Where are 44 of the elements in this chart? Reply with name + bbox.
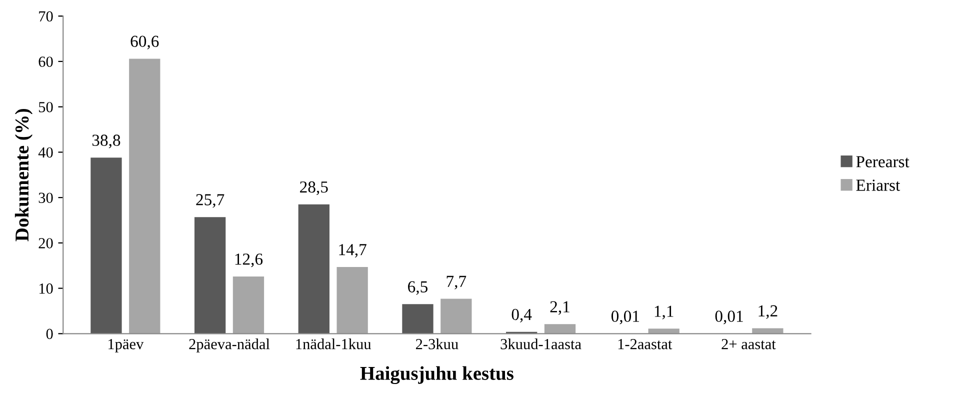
data-label: 6,5 bbox=[408, 281, 428, 295]
x-tick-label: 2-3kuu bbox=[416, 338, 458, 350]
legend-label: Eriarst bbox=[856, 180, 900, 191]
bar bbox=[194, 217, 226, 334]
y-axis-title: Dokumente (%) bbox=[14, 109, 33, 242]
y-tick-label: 60 bbox=[38, 56, 53, 67]
bar bbox=[440, 298, 472, 334]
x-tick-label: 2päeva-nädal bbox=[189, 338, 270, 352]
bar bbox=[402, 304, 434, 334]
bar bbox=[336, 266, 368, 334]
bar bbox=[298, 204, 330, 334]
bar bbox=[232, 276, 264, 334]
bar bbox=[129, 58, 160, 334]
x-tick-label: 2+ aastat bbox=[722, 339, 776, 350]
x-axis-title: Haigusjuhu kestus bbox=[360, 366, 514, 384]
y-tick-label: 70 bbox=[39, 11, 53, 22]
data-label: 38,8 bbox=[92, 134, 120, 148]
data-label: 0,01 bbox=[715, 310, 743, 324]
bar bbox=[648, 328, 680, 334]
y-tick-label: 30 bbox=[38, 192, 53, 204]
y-tick-label: 40 bbox=[38, 147, 53, 158]
x-tick-label: 1-2aastat bbox=[618, 339, 672, 350]
bar bbox=[544, 324, 576, 334]
x-tick-label: 1nädal-1kuu bbox=[296, 338, 372, 350]
data-label: 2,1 bbox=[550, 301, 570, 315]
data-label: 25,7 bbox=[196, 194, 224, 208]
x-tick-label: 3kuud-1aasta bbox=[500, 338, 582, 350]
data-label: 60,6 bbox=[130, 36, 159, 50]
data-label: 14,7 bbox=[339, 244, 366, 258]
data-label: 7,7 bbox=[446, 276, 466, 290]
bar bbox=[90, 158, 122, 334]
x-tick-label: 1päev bbox=[108, 339, 144, 352]
bar bbox=[752, 328, 784, 334]
data-label: 1,1 bbox=[654, 306, 674, 320]
y-tick-label: 50 bbox=[39, 102, 53, 112]
data-label: 28,5 bbox=[300, 181, 328, 196]
data-label: 0,01 bbox=[611, 310, 640, 324]
data-label: 0,4 bbox=[512, 308, 532, 323]
legend-label: Perearst bbox=[856, 156, 910, 168]
y-tick-label: 0 bbox=[46, 328, 53, 340]
y-tick-label: 10 bbox=[39, 283, 53, 294]
data-label: 12,6 bbox=[235, 254, 263, 268]
data-label: 1,2 bbox=[758, 305, 778, 319]
y-tick-label: 20 bbox=[38, 238, 53, 248]
